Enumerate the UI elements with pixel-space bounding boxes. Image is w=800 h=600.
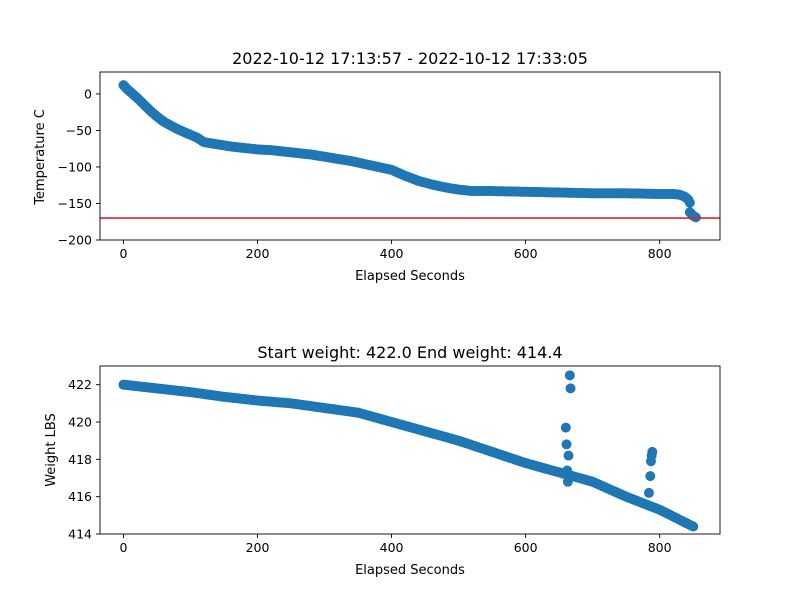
weight-y-tick-label: 416 <box>68 489 92 504</box>
weight-plot-title: Start weight: 422.0 End weight: 414.4 <box>257 343 562 362</box>
weight-y-axis-label: Weight LBS <box>44 413 59 487</box>
temperature-plot-title: 2022-10-12 17:13:57 - 2022-10-12 17:33:0… <box>232 49 588 68</box>
weight-y-tick-label: 418 <box>68 452 92 467</box>
weight-plot: Start weight: 422.0 End weight: 414.4 El… <box>44 343 721 578</box>
temperature-y-tick-label: −100 <box>58 159 92 174</box>
weight-x-tick-label: 800 <box>648 540 672 555</box>
weight-point <box>647 446 658 457</box>
temperature-y-tick-label: −150 <box>58 196 92 211</box>
weight-plot-frame <box>99 365 721 535</box>
weight-point <box>564 370 575 381</box>
temperature-x-tick-label: 400 <box>380 246 404 261</box>
temperature-y-tick-label: −200 <box>58 233 92 248</box>
temperature-y-tick-label: 0 <box>84 86 92 101</box>
weight-point <box>562 465 573 476</box>
weight-y-tick-label: 422 <box>68 377 92 392</box>
weight-x-tick-label: 400 <box>380 540 404 555</box>
temperature-y-axis-label: Temperature C <box>33 109 48 206</box>
temperature-x-axis-label: Elapsed Seconds <box>355 269 465 284</box>
weight-y-tick-label: 420 <box>68 415 92 430</box>
weight-point <box>643 487 654 498</box>
temperature-x-tick-label: 0 <box>119 246 127 261</box>
weight-point <box>565 383 576 394</box>
weight-x-tick-label: 600 <box>514 540 538 555</box>
weight-x-tick-label: 0 <box>119 540 127 555</box>
temperature-y-tick-label: −50 <box>66 123 92 138</box>
temperature-series <box>118 80 701 223</box>
temperature-plot-frame <box>99 71 721 241</box>
weight-point <box>561 439 572 450</box>
weight-y-tick-label: 414 <box>68 527 92 542</box>
temperature-point <box>684 197 695 208</box>
weight-point <box>562 476 573 487</box>
temperature-x-tick-label: 600 <box>514 246 538 261</box>
weight-x-axis-label: Elapsed Seconds <box>355 563 465 578</box>
temperature-x-tick-label: 800 <box>648 246 672 261</box>
weight-series <box>118 370 699 532</box>
weight-point <box>645 471 656 482</box>
weight-x-tick-label: 200 <box>246 540 270 555</box>
temperature-x-tick-label: 200 <box>246 246 270 261</box>
weight-point <box>688 521 699 532</box>
temperature-plot: 2022-10-12 17:13:57 - 2022-10-12 17:33:0… <box>33 49 721 284</box>
weight-point <box>563 450 574 461</box>
weight-point <box>560 422 571 433</box>
